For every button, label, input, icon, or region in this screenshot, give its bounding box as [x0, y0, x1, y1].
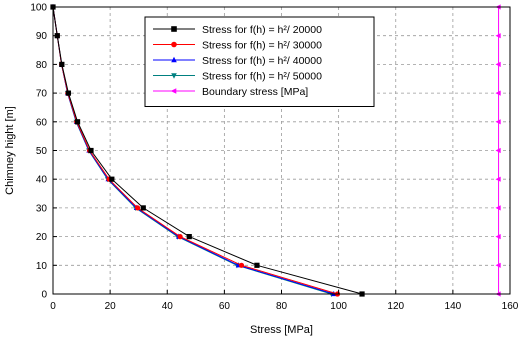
data-point — [134, 205, 141, 211]
legend-box — [144, 16, 375, 107]
x-tick-label: 40 — [162, 301, 174, 312]
data-point — [109, 176, 115, 182]
data-point — [54, 33, 60, 39]
data-point — [171, 56, 177, 63]
x-axis-title: Stress [MPa] — [250, 324, 313, 336]
data-point — [59, 61, 65, 67]
data-point — [495, 33, 501, 39]
x-tick-label: 60 — [219, 301, 231, 312]
data-point — [65, 90, 72, 96]
data-point — [495, 234, 501, 240]
x-tick-label: 120 — [387, 301, 404, 312]
data-point — [495, 90, 501, 96]
series-1 — [50, 4, 365, 297]
axis-ticks: 0 20 40 60 80 100 120 140 160 0 10 20 30 40 50 60 70 80 90… — [30, 3, 518, 313]
legend-item: Boundary stress [MPa] — [153, 86, 308, 98]
legend-item: Stress for f(h) = h²/ 20000 — [153, 24, 322, 36]
data-point — [171, 41, 177, 48]
y-tick-label: 20 — [36, 232, 48, 243]
legend-label: Stress for f(h) = h²/ 40000 — [202, 55, 322, 67]
data-point — [254, 262, 260, 268]
legend-item: Stress for f(h) = h²/ 50000 — [153, 71, 322, 83]
y-tick-label: 30 — [36, 203, 48, 214]
x-tick-label: 160 — [502, 301, 519, 312]
legend-label: Boundary stress [MPa] — [202, 86, 308, 98]
data-point — [495, 119, 501, 125]
x-tick-label: 100 — [330, 301, 347, 312]
series-group — [50, 3, 501, 298]
y-tick-label: 90 — [36, 31, 48, 42]
data-point — [495, 176, 501, 182]
data-point — [177, 234, 183, 240]
y-tick-label: 70 — [36, 89, 48, 100]
data-point — [74, 119, 81, 125]
data-point — [186, 234, 192, 240]
y-tick-label: 0 — [41, 290, 47, 301]
y-tick-label: 10 — [36, 261, 48, 272]
data-point — [140, 205, 146, 211]
data-point — [238, 262, 245, 268]
y-tick-label: 100 — [30, 3, 47, 14]
data-point — [88, 147, 94, 154]
data-point — [495, 262, 501, 268]
data-point — [495, 147, 501, 154]
legend-label: Stress for f(h) = h²/ 30000 — [202, 40, 322, 52]
legend: Stress for f(h) = h²/ 20000 Stress for f(… — [144, 16, 375, 107]
x-tick-label: 140 — [445, 301, 462, 312]
y-tick-label: 60 — [36, 117, 48, 128]
data-point — [495, 205, 501, 211]
x-tick-label: 80 — [276, 301, 288, 312]
data-point — [495, 61, 501, 67]
data-point — [171, 26, 177, 32]
y-tick-label: 50 — [36, 146, 48, 157]
legend-item: Stress for f(h) = h²/ 30000 — [153, 40, 322, 52]
legend-label: Stress for f(h) = h²/ 20000 — [202, 24, 322, 36]
data-point — [171, 73, 177, 79]
legend-label: Stress for f(h) = h²/ 50000 — [202, 71, 322, 83]
y-tick-label: 40 — [36, 175, 48, 186]
y-tick-label: 80 — [36, 60, 48, 71]
y-axis-title: Chimney hight [m] — [4, 106, 16, 195]
series-5 — [495, 4, 501, 297]
data-point — [170, 88, 177, 94]
x-tick-label: 0 — [50, 301, 56, 312]
legend-item: Stress for f(h) = h²/ 40000 — [153, 55, 322, 67]
x-tick-label: 20 — [105, 301, 117, 312]
